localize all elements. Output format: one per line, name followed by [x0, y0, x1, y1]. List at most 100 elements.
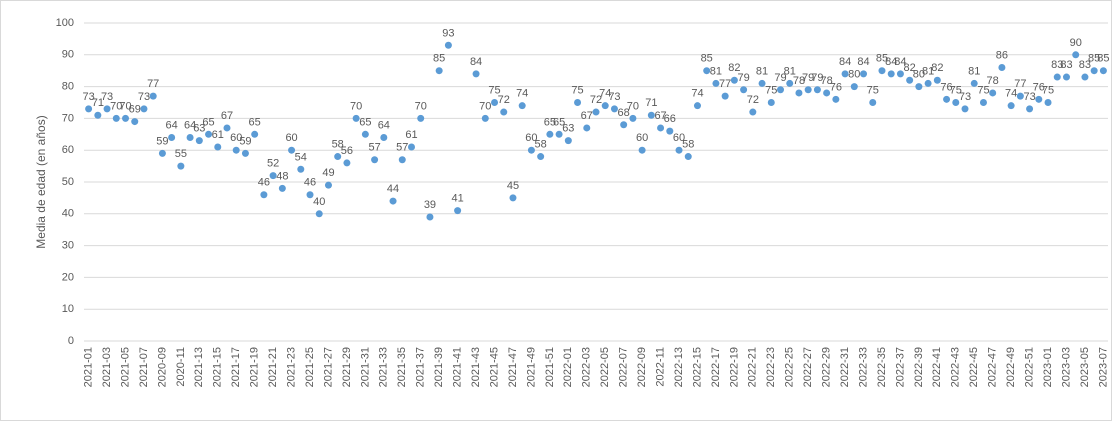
point — [832, 95, 840, 103]
data-label: 85 — [876, 53, 888, 65]
x-tick-label: 2021-21 — [267, 347, 279, 387]
point — [1099, 67, 1107, 75]
data-label: 45 — [507, 180, 519, 192]
point — [943, 95, 951, 103]
point — [491, 99, 499, 106]
data-label: 70 — [110, 100, 122, 112]
data-label: 81 — [968, 65, 980, 77]
data-label: 76 — [1033, 81, 1045, 93]
data-label: 39 — [424, 199, 436, 211]
x-tick-label: 2022-25 — [784, 347, 796, 387]
x-tick-label: 2022-05 — [599, 347, 611, 387]
point — [481, 114, 489, 122]
data-label: 58 — [682, 139, 694, 151]
point — [1016, 92, 1024, 100]
data-label: 82 — [931, 62, 943, 74]
data-label: 76 — [940, 81, 952, 93]
point — [1044, 99, 1052, 106]
data-label: 59 — [239, 135, 251, 147]
point — [278, 184, 286, 192]
x-tick-label: 2022-17 — [710, 347, 722, 387]
point — [186, 133, 194, 141]
point — [361, 130, 369, 138]
data-label: 70 — [479, 100, 491, 112]
data-label: 81 — [756, 65, 768, 77]
point — [933, 76, 941, 84]
data-label: 83 — [1051, 59, 1063, 71]
point — [998, 64, 1006, 72]
data-label: 61 — [212, 129, 224, 141]
data-label: 73 — [608, 91, 620, 103]
data-label: 75 — [867, 85, 879, 97]
point — [657, 124, 665, 132]
data-label: 72 — [747, 94, 759, 106]
x-tick-label: 2022-13 — [673, 347, 685, 387]
point — [518, 102, 526, 110]
x-tick-label: 2022-47 — [987, 347, 999, 387]
x-tick-label: 2021-19 — [249, 347, 261, 387]
point — [241, 149, 249, 157]
data-label: 75 — [950, 85, 962, 97]
point — [555, 130, 563, 138]
point — [979, 99, 987, 106]
point — [435, 67, 443, 75]
x-tick-label: 2022-21 — [747, 347, 759, 387]
data-label: 84 — [470, 56, 482, 68]
point — [195, 137, 203, 145]
y-tick-label: 40 — [62, 208, 74, 220]
x-tick-label: 2022-35 — [876, 347, 888, 387]
point — [546, 130, 554, 138]
data-label: 73 — [1023, 91, 1035, 103]
data-label: 52 — [267, 158, 279, 170]
data-label: 44 — [387, 183, 399, 195]
data-label: 78 — [821, 75, 833, 87]
data-label: 79 — [737, 72, 749, 84]
y-tick-label: 70 — [62, 112, 74, 124]
data-label: 74 — [1005, 88, 1017, 100]
point — [767, 99, 775, 106]
data-label: 71 — [645, 97, 657, 109]
point — [970, 79, 978, 87]
point — [1072, 51, 1080, 59]
x-tick-label: 2022-31 — [839, 347, 851, 387]
data-label: 80 — [913, 69, 925, 81]
point — [896, 70, 904, 78]
data-label: 60 — [673, 132, 685, 144]
point — [675, 146, 683, 154]
point — [232, 146, 240, 154]
data-label: 84 — [857, 56, 869, 68]
point — [103, 105, 111, 113]
point — [730, 76, 738, 84]
x-tick-label: 2021-51 — [544, 347, 556, 387]
x-tick-label: 2022-33 — [857, 347, 869, 387]
data-label: 75 — [765, 85, 777, 97]
point — [426, 213, 434, 221]
data-label: 40 — [313, 196, 325, 208]
point — [740, 86, 748, 94]
data-label: 71 — [92, 97, 104, 109]
data-label: 60 — [230, 132, 242, 144]
point — [417, 114, 425, 122]
x-tick-label: 2021-33 — [378, 347, 390, 387]
data-label: 60 — [525, 132, 537, 144]
data-label: 58 — [332, 139, 344, 151]
data-label: 56 — [341, 145, 353, 157]
data-label: 72 — [498, 94, 510, 106]
x-tick-label: 2020-11 — [175, 347, 187, 387]
data-label: 69 — [129, 104, 141, 116]
point — [850, 83, 858, 91]
data-label: 73 — [138, 91, 150, 103]
point — [131, 118, 139, 126]
data-label: 63 — [193, 123, 205, 135]
y-tick-label: 0 — [68, 335, 74, 347]
x-tick-label: 2022-15 — [691, 347, 703, 387]
point — [647, 111, 655, 119]
data-label: 65 — [544, 116, 556, 128]
data-label: 84 — [885, 56, 897, 68]
x-tick-label: 2023-05 — [1079, 347, 1091, 387]
x-tick-label: 2022-01 — [562, 347, 574, 387]
x-tick-label: 2021-17 — [230, 347, 242, 387]
data-label: 65 — [553, 116, 565, 128]
point — [1053, 73, 1061, 81]
point — [85, 105, 93, 113]
